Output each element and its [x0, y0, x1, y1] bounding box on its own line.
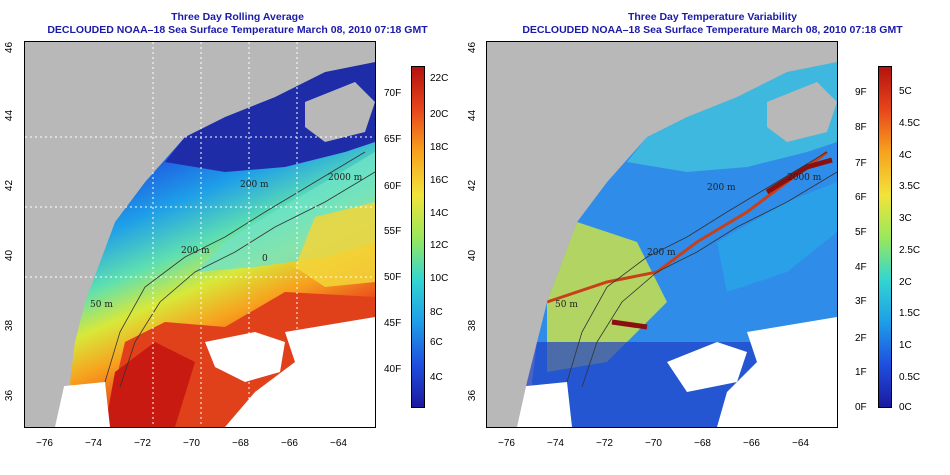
- x-tick: −64: [330, 438, 347, 449]
- colorbar-c-label: 0C: [899, 402, 912, 413]
- y-tick: 38: [467, 319, 479, 332]
- colorbar-f-label: 6F: [855, 192, 867, 203]
- colorbar-c-label: 5C: [899, 86, 912, 97]
- x-tick: −70: [645, 438, 662, 449]
- colorbar-c-label: 4.5C: [899, 118, 921, 129]
- x-tick: −74: [547, 438, 564, 449]
- x-tick: −68: [694, 438, 711, 449]
- colorbar-c-label: 6C: [430, 337, 443, 348]
- y-tick: 36: [467, 389, 479, 402]
- colorbar-f-label: 55F: [384, 226, 402, 237]
- x-tick: −64: [792, 438, 809, 449]
- bathy-label: 2000 m: [787, 173, 822, 183]
- colorbar-c-label: 22C: [430, 73, 449, 84]
- colorbar-c-label: 8C: [430, 307, 443, 318]
- colorbar-f-label: 1F: [855, 367, 867, 378]
- panel-variability: Three Day Temperature Variability DECLOU…: [467, 0, 950, 475]
- y-tick: 40: [467, 249, 479, 262]
- colorbar-c-label: 10C: [430, 273, 449, 284]
- colorbar-c-label: 18C: [430, 142, 449, 153]
- x-tick: −72: [134, 438, 151, 449]
- x-tick: −68: [232, 438, 249, 449]
- y-tick: 40: [4, 249, 16, 262]
- y-tick: 38: [4, 319, 16, 332]
- bathy-label: 0: [262, 254, 268, 264]
- y-tick: 42: [4, 179, 16, 192]
- colorbar-c-label: 4C: [430, 372, 443, 383]
- colorbar-c-label: 4C: [899, 150, 912, 161]
- colorbar-f-label: 65F: [384, 134, 402, 145]
- colorbar-variability: [878, 66, 892, 408]
- colorbar-c-label: 1C: [899, 340, 912, 351]
- colorbar-c-label: 1.5C: [899, 308, 921, 319]
- colorbar-f-label: 45F: [384, 318, 402, 329]
- colorbar-f-label: 60F: [384, 181, 402, 192]
- panel-title: Three Day Temperature Variability: [627, 11, 798, 23]
- colorbar-f-label: 8F: [855, 122, 867, 133]
- bathy-label: 50 m: [90, 300, 113, 310]
- y-tick: 44: [4, 109, 16, 122]
- colorbar-f-label: 50F: [384, 272, 402, 283]
- colorbar-f-label: 40F: [384, 364, 402, 375]
- y-tick: 46: [4, 41, 16, 54]
- colorbar-c-label: 2.5C: [899, 245, 921, 256]
- bathy-label: 200 m: [181, 246, 210, 256]
- colorbar-f-label: 9F: [855, 87, 867, 98]
- colorbar-f-label: 5F: [855, 227, 867, 238]
- y-tick: 46: [467, 41, 479, 54]
- colorbar-c-label: 20C: [430, 109, 449, 120]
- colorbar-c-label: 14C: [430, 208, 449, 219]
- colorbar-f-label: 70F: [384, 88, 402, 99]
- panel-subtitle: DECLOUDED NOAA–18 Sea Surface Temperatur…: [522, 24, 903, 36]
- panel-subtitle: DECLOUDED NOAA–18 Sea Surface Temperatur…: [47, 24, 428, 36]
- colorbar-f-label: 7F: [855, 158, 867, 169]
- colorbar-average: [411, 66, 425, 408]
- bathy-label: 200 m: [647, 248, 676, 258]
- colorbar-c-label: 12C: [430, 240, 449, 251]
- x-tick: −76: [498, 438, 515, 449]
- y-tick: 44: [467, 109, 479, 122]
- sst-average-map[interactable]: [24, 41, 376, 428]
- bathy-label: 200 m: [707, 183, 736, 193]
- x-tick: −74: [85, 438, 102, 449]
- bathy-label: 2000 m: [328, 173, 363, 183]
- x-tick: −72: [596, 438, 613, 449]
- x-tick: −70: [183, 438, 200, 449]
- colorbar-c-label: 2C: [899, 277, 912, 288]
- colorbar-f-label: 0F: [855, 402, 867, 413]
- colorbar-c-label: 3.5C: [899, 181, 921, 192]
- sst-variability-map[interactable]: [486, 41, 838, 428]
- colorbar-c-label: 3C: [899, 213, 912, 224]
- panel-title: Three Day Rolling Average: [171, 11, 304, 23]
- x-tick: −66: [743, 438, 760, 449]
- panel-average: Three Day Rolling Average DECLOUDED NOAA…: [4, 11, 449, 449]
- bathy-label: 200 m: [240, 180, 269, 190]
- colorbar-f-label: 3F: [855, 296, 867, 307]
- x-tick: −76: [36, 438, 53, 449]
- x-tick: −66: [281, 438, 298, 449]
- colorbar-f-label: 4F: [855, 262, 867, 273]
- y-tick: 42: [467, 179, 479, 192]
- colorbar-c-label: 16C: [430, 175, 449, 186]
- colorbar-c-label: 0.5C: [899, 372, 921, 383]
- y-tick: 36: [4, 389, 16, 402]
- bathy-label: 50 m: [555, 300, 578, 310]
- colorbar-f-label: 2F: [855, 333, 867, 344]
